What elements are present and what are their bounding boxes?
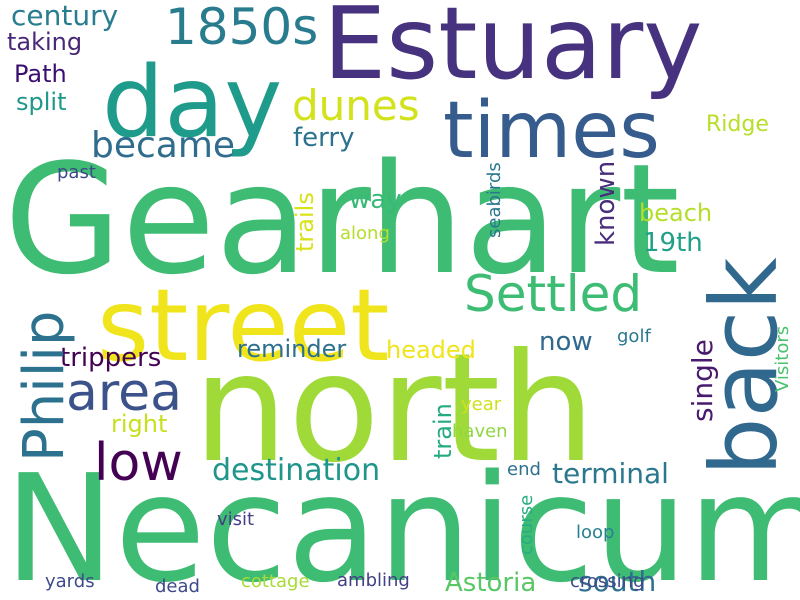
word-gearhart: Gearhart (4, 131, 680, 308)
word-century: century (11, 0, 118, 32)
word-taking: taking (7, 28, 82, 56)
word-yards: yards (45, 571, 95, 592)
word-now: now (539, 327, 593, 357)
word-headed: headed (386, 336, 476, 364)
word-19th: 19th (643, 228, 703, 258)
word-trippers: trippers (60, 343, 161, 373)
word-train: train (429, 403, 457, 459)
word-right: right (111, 410, 167, 438)
word-loop: loop (576, 522, 614, 543)
word-course: course (516, 495, 537, 555)
word-1850s: 1850s (165, 0, 318, 56)
word-philip: Philip (12, 311, 77, 462)
word-past: past (57, 162, 96, 183)
word-along: along (340, 223, 390, 244)
word-path: Path (14, 60, 67, 88)
word-day: day (102, 46, 282, 160)
word-reminder: reminder (237, 335, 346, 363)
word-dead: dead (155, 576, 200, 597)
word-astoria: Astoria (445, 568, 536, 598)
word-settled: Settled (464, 265, 642, 323)
word-area: area (66, 363, 182, 423)
word-terminal: terminal (552, 457, 669, 490)
word-cottage: cottage (241, 571, 310, 592)
word-became: became (91, 125, 235, 166)
word-street: street (97, 267, 389, 384)
word-north: north (193, 322, 595, 496)
word-ridge: Ridge (706, 112, 769, 137)
word-ferry: ferry (293, 123, 354, 153)
word-ambling: ambling (337, 570, 410, 591)
word-back: back (691, 257, 798, 476)
word-dunes: dunes (292, 81, 420, 130)
word-times: times (443, 86, 660, 176)
word-year: year (461, 394, 502, 415)
word-estuary: Estuary (323, 0, 702, 102)
word-way: way (349, 185, 402, 215)
word-visitors: Visitors (772, 326, 793, 392)
word-destination: destination (212, 453, 380, 488)
word-single: single (686, 339, 719, 422)
word-split: split (16, 88, 66, 116)
word-necanicum: Necanicum (4, 443, 800, 600)
word-low: low (94, 433, 183, 493)
word-trails: trails (291, 192, 319, 252)
word-crossing: crossing (570, 571, 645, 592)
word-south: south (578, 565, 656, 598)
word-visit: visit (217, 509, 254, 530)
word-known: known (591, 161, 621, 246)
word-beach: beach (639, 199, 712, 227)
word-haven: haven (452, 421, 508, 442)
word-end: end (507, 459, 541, 480)
word-seabirds: seabirds (484, 162, 505, 238)
word-golf: golf (617, 326, 651, 347)
